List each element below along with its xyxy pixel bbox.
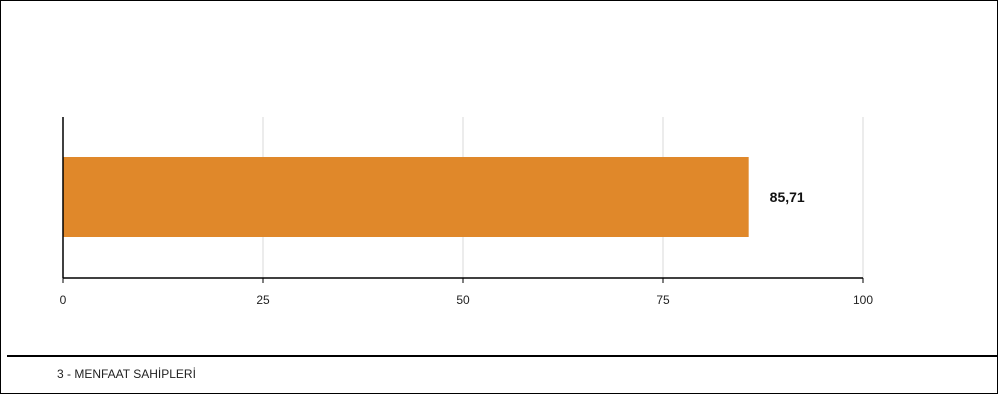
chart-caption: 3 - MENFAAT SAHİPLERİ — [57, 367, 196, 381]
bar-0 — [63, 157, 749, 237]
x-tick-label-50: 50 — [456, 293, 470, 307]
x-tick-label-25: 25 — [256, 293, 270, 307]
bar-chart: 85,71 0 25 50 75 100 — [60, 117, 873, 307]
x-tick-label-0: 0 — [60, 293, 67, 307]
footer-divider — [7, 355, 997, 357]
x-tick-label-100: 100 — [853, 293, 873, 307]
x-tick-label-75: 75 — [656, 293, 670, 307]
data-label-0: 85,71 — [770, 189, 805, 205]
